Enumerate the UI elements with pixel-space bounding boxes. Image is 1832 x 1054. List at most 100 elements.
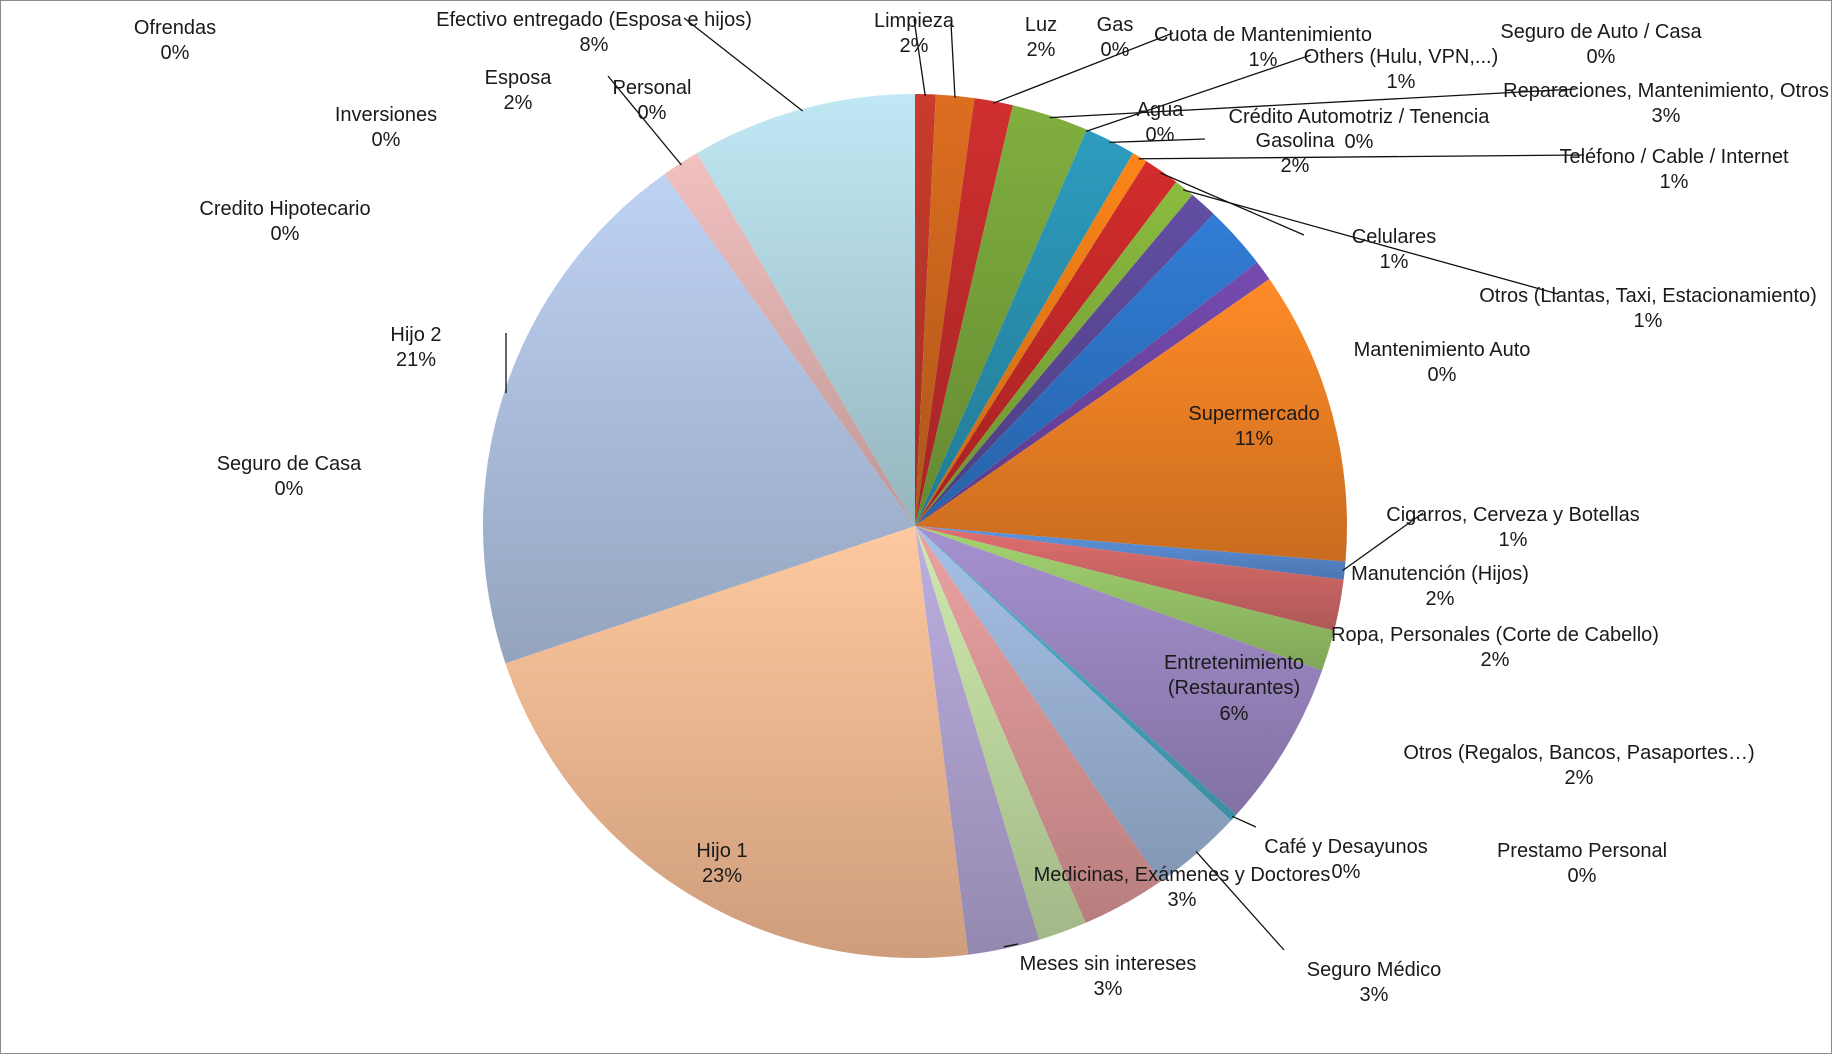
label-ofrendas-36-pct: 0%: [161, 42, 190, 64]
label-gasolina-8-pct: 2%: [1281, 155, 1310, 177]
label-seguro-de-casa-29-pct: 0%: [275, 478, 304, 500]
slice-unlabeled-26: [915, 526, 1086, 940]
label-prestamo-personal-23-name: Prestamo Personal: [1497, 840, 1667, 862]
label-manutencion-hijos-18-pct: 2%: [1426, 588, 1455, 610]
label-credito-hipotecario-31-name: Credito Hipotecario: [199, 198, 370, 220]
label-others-hulu-vpn-7-pct: 1%: [1387, 71, 1416, 93]
label-meses-sin-intereses-27-name: Meses sin intereses: [1020, 953, 1197, 975]
label-hijo-1-28-pct: 23%: [702, 865, 742, 887]
label-entretenimiento-restaurantes-20-name-1: Entretenimiento: [1164, 652, 1304, 674]
label-mantenimiento-auto-13-pct: 0%: [1428, 364, 1457, 386]
slice-limpieza-0: [915, 94, 936, 526]
label-inversiones-32-name: Inversiones: [335, 104, 437, 126]
slice-hijo-1-28: [505, 526, 969, 958]
label-manutencion-hijos-18-name: Manutención (Hijos): [1351, 563, 1529, 585]
label-efectivo-entregado-esposa-e-hijos-35-name: Efectivo entregado (Esposa e hijos): [436, 9, 752, 31]
label-esposa-33-name: Esposa: [485, 67, 553, 89]
label-hijo-2-30-pct: 21%: [396, 349, 436, 371]
slice-unlabeled-14: [915, 213, 1258, 526]
label-inversiones-32-pct: 0%: [372, 129, 401, 151]
label-telefono-cable-internet-10-name: Teléfono / Cable / Internet: [1559, 146, 1788, 168]
label-credito-automotriz-tenencia-9-pct: 0%: [1345, 131, 1374, 153]
label-entretenimiento-restaurantes-20-pct: 6%: [1220, 703, 1249, 725]
label-limpieza-0-pct: 2%: [900, 35, 929, 57]
label-others-hulu-vpn-7-name: Others (Hulu, VPN,...): [1304, 46, 1499, 68]
label-gas-2-name: Gas: [1097, 14, 1134, 36]
data-labels: Limpieza 2% Luz 2% Gas 0% Cuota de Mantenimien…: [134, 9, 1829, 1006]
leader-cafe-y-desayunos-22: [1231, 815, 1257, 828]
label-telefono-cable-internet-10-pct: 1%: [1660, 171, 1689, 193]
label-ropa-personales-corte-de-cabello-19-pct: 2%: [1481, 649, 1510, 671]
label-personal-34-name: Personal: [613, 77, 692, 99]
label-ropa-personales-corte-de-cabello-19-name: Ropa, Personales (Corte de Cabello): [1331, 624, 1659, 646]
leader-esposa-33: [607, 75, 682, 166]
label-esposa-33-pct: 2%: [504, 92, 533, 114]
slice-medicinas-examenes-y-doctores-25: [915, 526, 1161, 923]
label-agua-6-name: Agua: [1137, 99, 1185, 121]
leader-luz-1: [950, 22, 956, 98]
label-efectivo-entregado-esposa-e-hijos-35-pct: 8%: [580, 34, 609, 56]
leader-cigarros-cerveza-y-botellas-17: [1342, 512, 1424, 572]
label-celulares-11-pct: 1%: [1380, 251, 1409, 273]
label-cafe-y-desayunos-22-pct: 0%: [1332, 861, 1361, 883]
slice-gasolina-8: [915, 129, 1134, 527]
label-seguro-medico-24-name: Seguro Médico: [1307, 959, 1442, 981]
label-otros-llantas-taxi-estacionamiento-12-pct: 1%: [1634, 310, 1663, 332]
label-gasolina-8-name: Gasolina: [1256, 130, 1336, 152]
slice-otros-llantas-taxi-estacionamiento-12: [915, 181, 1193, 526]
label-credito-automotriz-tenencia-9-name: Crédito Automotriz / Tenencia: [1229, 106, 1491, 128]
leader-otros-llantas-taxi-estacionamiento-12: [1183, 189, 1559, 295]
label-prestamo-personal-23-pct: 0%: [1568, 865, 1597, 887]
slice-reparaciones-mantenimiento-otros-5: [915, 105, 1087, 526]
leader-others-hulu-vpn-7: [1085, 54, 1312, 133]
label-hijo-1-28-name: Hijo 1: [696, 840, 747, 862]
slice-unlabeled-15: [915, 262, 1270, 526]
label-seguro-de-auto-casa-4-pct: 0%: [1587, 46, 1616, 68]
slice-cafe-y-desayunos-22: [915, 526, 1237, 821]
slice-supermercado-16: [915, 278, 1347, 562]
label-luz-1-pct: 2%: [1027, 39, 1056, 61]
leader-lines: [505, 17, 1585, 951]
label-medicinas-examenes-y-doctores-25-pct: 3%: [1168, 889, 1197, 911]
leader-meses-sin-intereses-27: [1003, 943, 1019, 948]
leader-limpieza-0: [913, 18, 926, 97]
label-cigarros-cerveza-y-botellas-17-name: Cigarros, Cerveza y Botellas: [1386, 504, 1639, 526]
label-seguro-de-auto-casa-4-name: Seguro de Auto / Casa: [1500, 21, 1702, 43]
label-credito-hipotecario-31-pct: 0%: [271, 223, 300, 245]
label-meses-sin-intereses-27-pct: 3%: [1094, 978, 1123, 1000]
label-limpieza-0-name: Limpieza: [874, 10, 955, 32]
label-personal-34-pct: 0%: [638, 102, 667, 124]
slice-ropa-personales-corte-de-cabello-19: [915, 526, 1335, 671]
leader-efectivo-entregado-esposa-e-hijos-35: [683, 17, 804, 112]
label-seguro-de-casa-29-name: Seguro de Casa: [217, 453, 362, 475]
label-entretenimiento-restaurantes-20-name-2: (Restaurantes): [1168, 677, 1300, 699]
label-supermercado-16-pct: 11%: [1235, 428, 1274, 450]
label-luz-1-name: Luz: [1025, 14, 1057, 36]
leader-cuota-de-mantenimiento-3: [993, 32, 1174, 104]
slice-cuota-de-mantenimiento-3: [915, 98, 1013, 527]
slice-meses-sin-intereses-27: [915, 526, 1040, 955]
leader-telefono-cable-internet-10: [1138, 154, 1585, 160]
label-supermercado-16-name: Supermercado: [1188, 403, 1319, 425]
slice-celulares-11: [915, 161, 1177, 526]
label-reparaciones-mantenimiento-otros-5-name: Reparaciones, Mantenimiento, Otros: [1503, 80, 1829, 102]
label-medicinas-examenes-y-doctores-25-name: Medicinas, Exámenes y Doctores: [1034, 864, 1331, 886]
label-celulares-11-name: Celulares: [1352, 226, 1436, 248]
label-mantenimiento-auto-13-name: Mantenimiento Auto: [1354, 339, 1531, 361]
slice-luz-1: [915, 94, 975, 526]
label-cafe-y-desayunos-22-name: Café y Desayunos: [1264, 836, 1427, 858]
label-otros-llantas-taxi-estacionamiento-12-name: Otros (Llantas, Taxi, Estacionamiento): [1479, 285, 1817, 307]
slice-seguro-medico-24: [915, 526, 1232, 882]
slice-manutencion-hijos-18: [915, 526, 1344, 631]
label-cuota-de-mantenimiento-3-name: Cuota de Mantenimiento: [1154, 24, 1372, 46]
slice-esposa-33: [664, 153, 915, 526]
pie-slices: [482, 94, 1347, 958]
slice-cigarros-cerveza-y-botellas-17: [915, 526, 1346, 580]
slice-entretenimiento-restaurantes-20: [915, 526, 1323, 815]
slice-hijo-2-30: [482, 174, 915, 664]
label-cuota-de-mantenimiento-3-pct: 1%: [1249, 49, 1278, 71]
slice-efectivo-entregado-esposa-e-hijos-35: [696, 94, 915, 526]
label-otros-regalos-bancos-pasaportes-21-name: Otros (Regalos, Bancos, Pasaportes…): [1403, 742, 1754, 764]
